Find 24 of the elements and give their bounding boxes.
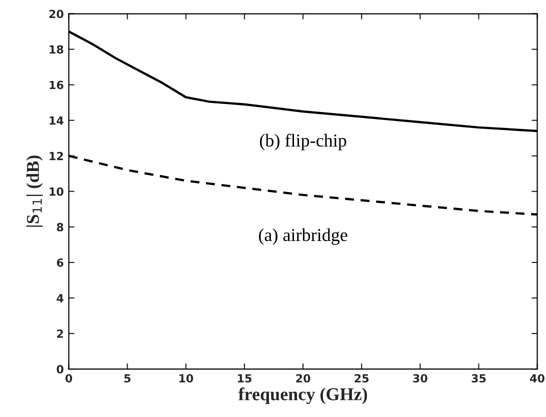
y-tick-label: 0	[56, 365, 64, 374]
y-tick-label: 2	[57, 329, 63, 338]
y-tick-label: 8	[56, 222, 64, 232]
x-tick-label: 5	[124, 374, 130, 383]
y-tick-label: 10	[50, 187, 64, 196]
x-tick-label: 10	[179, 374, 194, 383]
y-axis-title: |S$_{11}$| (dB)	[26, 156, 43, 227]
x-tick-label: 20	[296, 374, 310, 383]
x-tick-label: 15	[238, 374, 252, 383]
y-tick-label: 16	[50, 80, 64, 90]
x-tick-label: 25	[354, 374, 369, 383]
x-tick-label: 0	[65, 374, 72, 383]
x-tick-label: 35	[472, 374, 486, 383]
x-tick-label: 40	[530, 374, 544, 383]
y-tick-label: 6	[56, 258, 64, 267]
x-axis-title: frequency (GHz)	[238, 387, 368, 404]
series-label: (a) airbridge	[258, 228, 348, 245]
y-tick-label: 20	[49, 10, 64, 18]
y-tick-label: 12	[50, 152, 63, 160]
x-tick-label: 30	[413, 374, 428, 383]
y-tick-label: 14	[50, 116, 64, 125]
y-tick-label: 18	[50, 45, 64, 54]
y-tick-label: 4	[56, 294, 64, 302]
series-label: (b) flip-chip	[260, 134, 346, 150]
